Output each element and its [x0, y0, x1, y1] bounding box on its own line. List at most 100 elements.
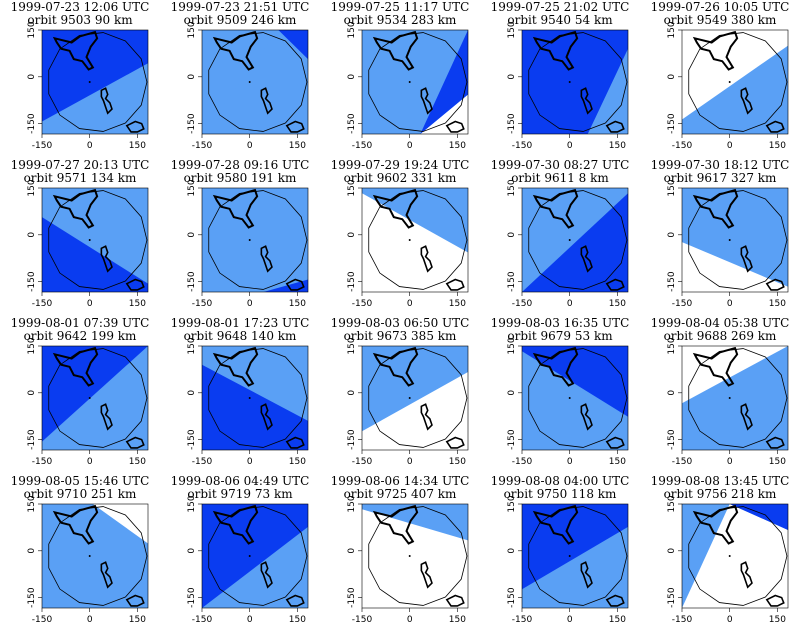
island-outline	[125, 436, 145, 449]
coverage-region-corner	[420, 30, 468, 134]
x-tick-label: 150	[129, 457, 146, 467]
range-ring	[368, 506, 468, 606]
island-outline	[100, 87, 113, 115]
y-tick-label: 150	[187, 337, 197, 354]
x-tick-label: -150	[192, 457, 213, 467]
y-tick-label: 0	[187, 74, 197, 80]
x-tick-label: -150	[32, 457, 53, 467]
island-outline	[212, 30, 259, 71]
panel-orbit-distance: orbit 9549 380 km	[663, 13, 777, 27]
x-tick-label: 0	[727, 615, 733, 625]
x-tick-label: 0	[407, 141, 413, 151]
x-tick-label: -150	[352, 299, 373, 309]
island-outline	[52, 188, 99, 229]
map-plot: -150 0 150 -150 0 150	[667, 179, 789, 309]
coverage-region-bottom	[522, 351, 628, 450]
island-outline	[532, 504, 579, 545]
map-plot: -150 0 150 -150 0 150	[187, 179, 309, 309]
x-tick-label: 150	[449, 457, 466, 467]
coverage-region-bottom	[202, 364, 308, 450]
y-tick-label: -150	[667, 113, 677, 134]
panel-date-time: 1999-08-05 15:46 UTC	[10, 474, 150, 488]
station-marker	[568, 239, 571, 241]
map-plot: -150 0 150 -150 0 150	[347, 337, 469, 467]
x-tick-label: 0	[247, 299, 253, 309]
island-outline	[260, 87, 273, 115]
coverage-region-bottom	[202, 30, 308, 134]
x-tick-label: 150	[769, 615, 786, 625]
y-tick-label: -150	[507, 587, 517, 608]
plot-frame	[201, 187, 309, 293]
panel-date-time: 1999-08-03 16:35 UTC	[490, 316, 630, 330]
panel-date-time: 1999-08-01 07:39 UTC	[10, 316, 150, 330]
y-tick-label: 150	[347, 21, 357, 38]
x-tick-label: 150	[289, 299, 306, 309]
coverage-region-bottom	[522, 48, 628, 134]
island-outline	[692, 30, 739, 71]
panel-orbit-distance: orbit 9750 118 km	[503, 487, 617, 501]
y-tick-label: -150	[187, 113, 197, 134]
x-tick-label: 0	[567, 299, 573, 309]
island-outline	[260, 403, 273, 431]
station-marker	[408, 239, 411, 241]
station-marker	[88, 555, 91, 557]
coverage-region-bottom	[42, 217, 148, 292]
y-tick-label: 150	[507, 179, 517, 196]
y-tick-label: 0	[347, 74, 357, 80]
island-outline	[420, 87, 433, 115]
station-marker	[248, 81, 251, 83]
y-tick-label: -150	[27, 271, 37, 292]
plot-frame	[361, 29, 469, 135]
y-tick-label: -150	[667, 429, 677, 450]
map-panel: 1999-07-23 21:51 UTC orbit 9509 246 km -15…	[160, 0, 320, 158]
island-outline	[692, 346, 739, 387]
map-panel: 1999-08-08 13:45 UTC orbit 9756 218 km -15…	[640, 474, 799, 632]
map-panel: 1999-08-08 04:00 UTC orbit 9750 118 km -15…	[480, 474, 640, 632]
coverage-region-bottom	[362, 509, 468, 608]
island-outline	[532, 30, 579, 71]
station-marker	[728, 555, 731, 557]
y-tick-label: 0	[507, 548, 517, 554]
panel-date-time: 1999-07-25 21:02 UTC	[490, 0, 630, 14]
island-outline	[740, 561, 753, 589]
plot-frame	[201, 29, 309, 135]
range-ring	[208, 506, 308, 606]
range-ring	[528, 506, 628, 606]
panel-date-time: 1999-08-06 14:34 UTC	[330, 474, 470, 488]
y-tick-label: 0	[667, 548, 677, 554]
panel-orbit-distance: orbit 9611 8 km	[511, 171, 609, 185]
station-marker	[248, 397, 251, 399]
coverage-region-corner	[92, 504, 148, 544]
map-panel: 1999-08-03 16:35 UTC orbit 9679 53 km -150…	[480, 316, 640, 474]
plot-frame	[361, 345, 469, 451]
map-panel: 1999-08-06 04:49 UTC orbit 9719 73 km -150…	[160, 474, 320, 632]
map-plot: -150 0 150 -150 0 150	[507, 337, 629, 467]
panel-date-time: 1999-07-26 10:05 UTC	[650, 0, 790, 14]
x-tick-label: 150	[129, 615, 146, 625]
x-tick-label: 0	[247, 141, 253, 151]
island-outline	[605, 278, 625, 291]
panel-orbit-distance: orbit 9673 385 km	[343, 329, 457, 343]
island-outline	[692, 188, 739, 229]
y-tick-label: 0	[347, 232, 357, 238]
map-plot: -150 0 150 -150 0 150	[27, 21, 149, 151]
x-tick-label: -150	[512, 141, 533, 151]
station-marker	[88, 239, 91, 241]
map-panel: 1999-08-01 07:39 UTC orbit 9642 199 km -15…	[0, 316, 160, 474]
x-tick-label: 0	[87, 457, 93, 467]
island-outline	[212, 188, 259, 229]
y-tick-label: 150	[347, 495, 357, 512]
island-outline	[372, 504, 419, 545]
island-outline	[765, 120, 785, 133]
map-plot: -150 0 150 -150 0 150	[187, 337, 309, 467]
x-tick-label: 150	[609, 141, 626, 151]
x-tick-label: -150	[192, 141, 213, 151]
panel-date-time: 1999-08-08 04:00 UTC	[490, 474, 630, 488]
panel-date-time: 1999-08-03 06:50 UTC	[330, 316, 470, 330]
panel-orbit-distance: orbit 9617 327 km	[663, 171, 777, 185]
map-plot: -150 0 150 -150 0 150	[667, 337, 789, 467]
panel-orbit-distance: orbit 9580 191 km	[183, 171, 297, 185]
station-marker	[248, 239, 251, 241]
island-outline	[52, 346, 99, 387]
y-tick-label: 150	[27, 495, 37, 512]
